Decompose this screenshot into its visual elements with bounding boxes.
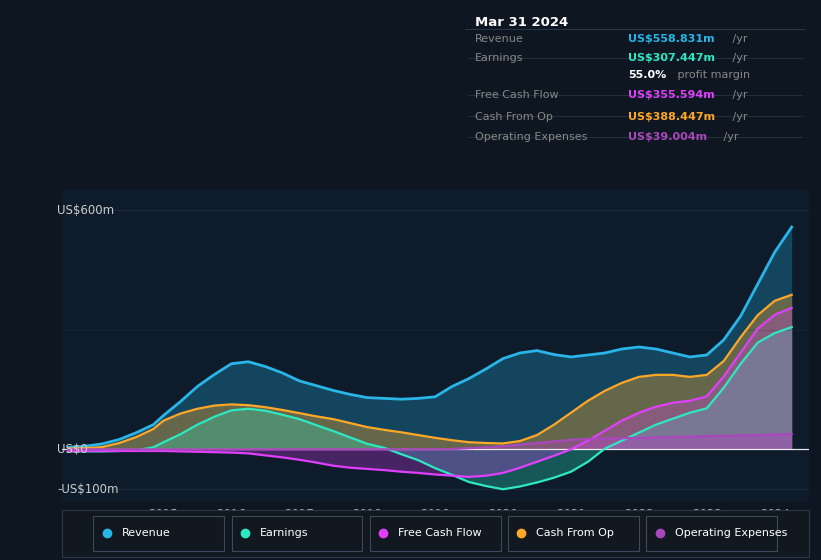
FancyBboxPatch shape [508,516,639,550]
Text: profit margin: profit margin [674,69,750,80]
Text: US$39.004m: US$39.004m [628,133,708,142]
Text: 55.0%: 55.0% [628,69,667,80]
Text: Mar 31 2024: Mar 31 2024 [475,16,568,29]
Text: /yr: /yr [729,53,748,63]
Text: Free Cash Flow: Free Cash Flow [475,91,559,100]
FancyBboxPatch shape [646,516,777,550]
Text: Cash From Op: Cash From Op [475,111,553,122]
Text: Earnings: Earnings [260,529,309,538]
Text: -US$100m: -US$100m [57,483,119,496]
Text: /yr: /yr [729,91,748,100]
Text: Free Cash Flow: Free Cash Flow [398,529,482,538]
Text: US$388.447m: US$388.447m [628,111,715,122]
Text: US$0: US$0 [57,443,88,456]
Text: /yr: /yr [720,133,739,142]
Text: Operating Expenses: Operating Expenses [675,529,787,538]
Text: /yr: /yr [729,34,748,44]
Text: /yr: /yr [729,111,748,122]
Text: US$600m: US$600m [57,204,115,217]
Text: Operating Expenses: Operating Expenses [475,133,588,142]
Text: Earnings: Earnings [475,53,524,63]
Text: Revenue: Revenue [122,529,171,538]
Text: Cash From Op: Cash From Op [536,529,614,538]
FancyBboxPatch shape [232,516,362,550]
FancyBboxPatch shape [369,516,501,550]
Text: US$355.594m: US$355.594m [628,91,715,100]
Text: Revenue: Revenue [475,34,524,44]
Text: US$307.447m: US$307.447m [628,53,715,63]
FancyBboxPatch shape [94,516,224,550]
Text: US$558.831m: US$558.831m [628,34,715,44]
